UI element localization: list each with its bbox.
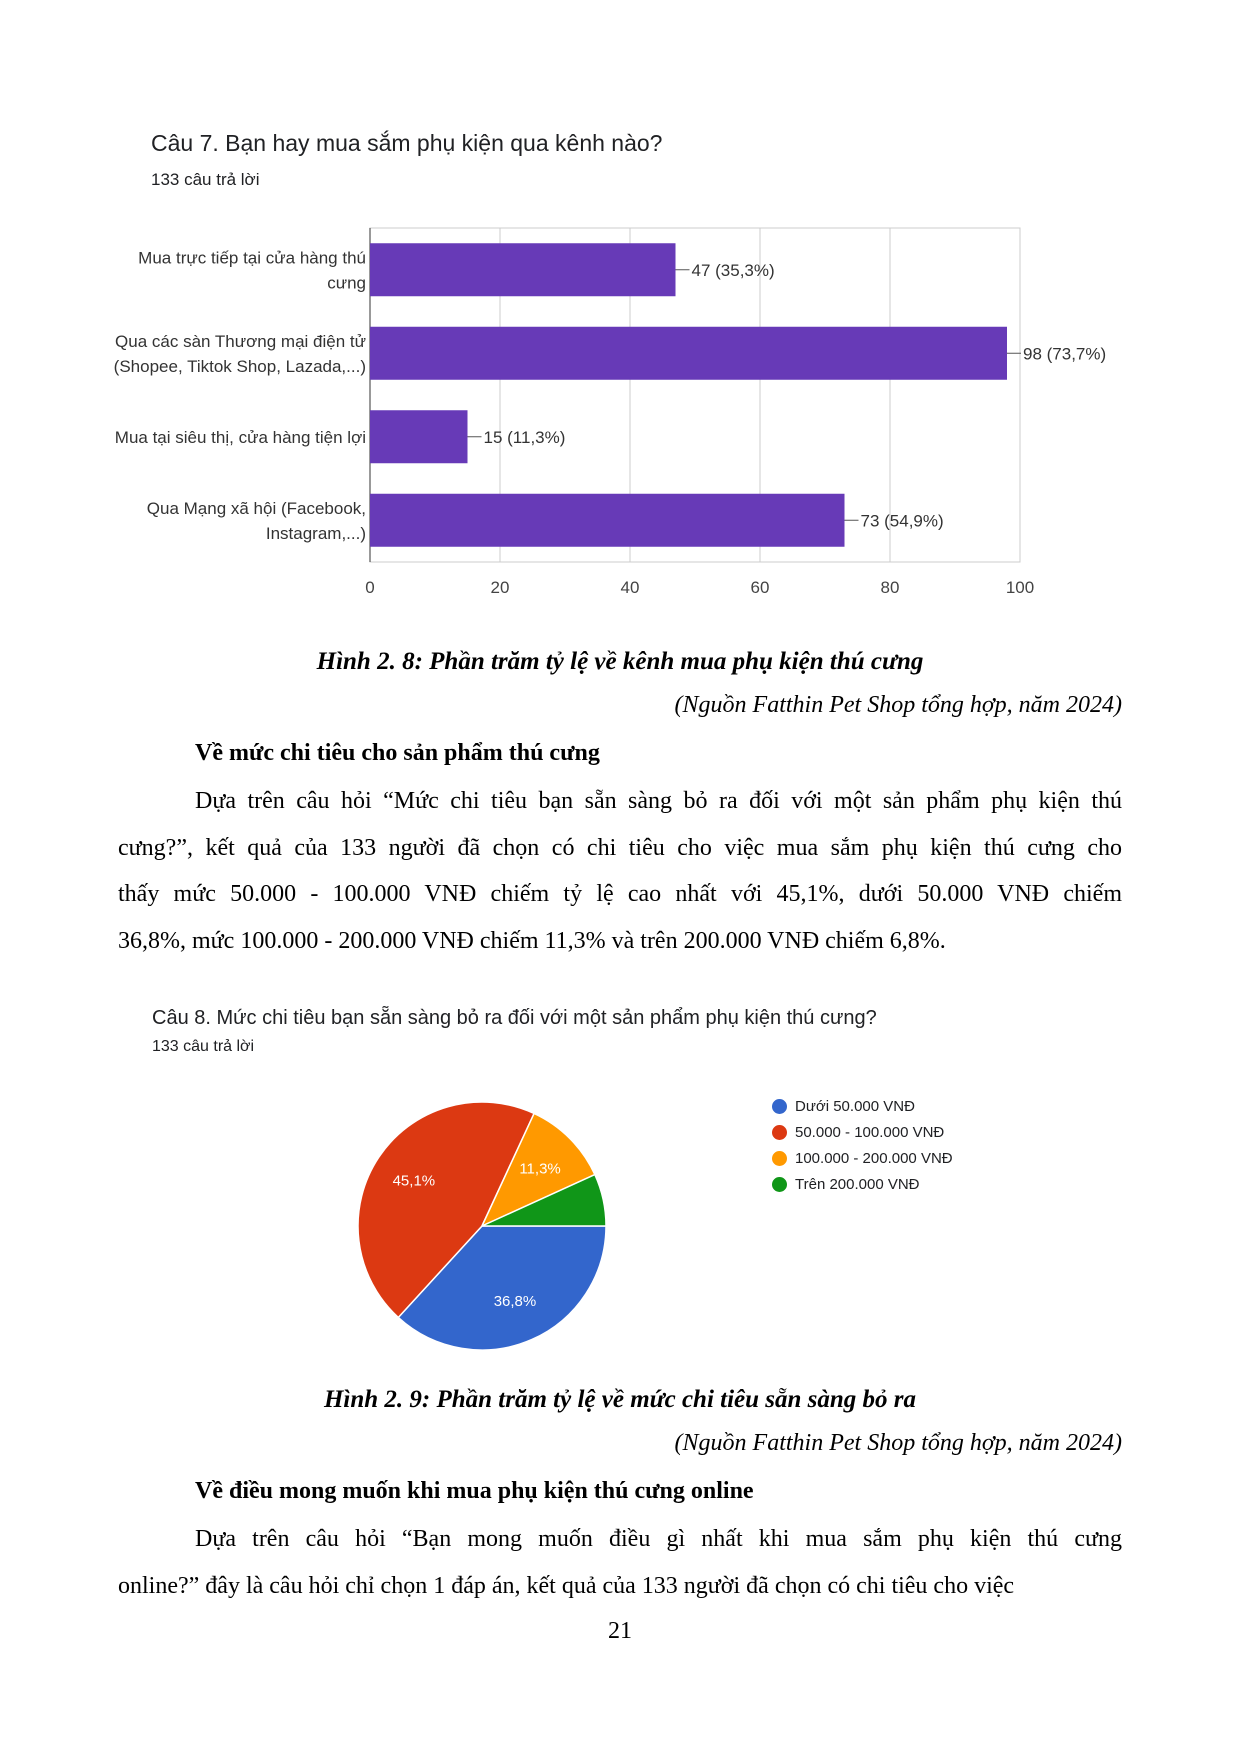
x-tick-label: 60 <box>751 578 770 597</box>
pie-slice <box>357 1101 536 1319</box>
pie-slice-label: 11,3% <box>519 1160 560 1177</box>
page-number: 21 <box>608 1618 632 1644</box>
legend-swatch <box>772 1099 787 1114</box>
pie-legend: Dưới 50.000 VNĐ 50.000 - 100.000 VNĐ 100.0… <box>772 1098 1072 1218</box>
paragraph-line: 36,8%, mức 100.000 - 200.000 VNĐ chiếm 1… <box>118 927 946 954</box>
bar <box>370 326 1007 380</box>
pie-chart: 36,8% 45,1% 11,3% <box>357 1101 607 1351</box>
legend-swatch <box>772 1125 787 1140</box>
data-label: 15 (11,3%) <box>484 428 566 447</box>
figure-source-2: (Nguồn Fatthin Pet Shop tổng hợp, năm 20… <box>674 1430 1122 1456</box>
category-label: Mua tại siêu thị, cửa hàng tiện lợi <box>115 428 366 447</box>
section-heading-1: Về mức chi tiêu cho sản phẩm thú cưng <box>195 740 600 766</box>
paragraph-line: thấy mức 50.000 - 100.000 VNĐ chiếm tỷ l… <box>118 881 1122 907</box>
bar <box>370 410 468 464</box>
legend-swatch <box>772 1151 787 1166</box>
paragraph-1: Dựa trên câu hỏi “Mức chi tiêu bạn sẵn s… <box>118 778 1122 964</box>
legend-label: Trên 200.000 VNĐ <box>795 1176 920 1193</box>
bar <box>370 493 845 547</box>
x-tick-label: 100 <box>1006 578 1034 597</box>
legend-item: Trên 200.000 VNĐ <box>772 1176 920 1193</box>
figure-caption-1: Hình 2. 8: Phần trăm tỷ lệ về kênh mua p… <box>316 648 924 675</box>
chart2-title: Câu 8. Mức chi tiêu bạn sẵn sàng bỏ ra đ… <box>152 1007 877 1029</box>
paragraph-line: Dựa trên câu hỏi “Bạn mong muốn điều gì … <box>195 1526 1122 1552</box>
category-label: Qua các sàn Thương mại điện tử <box>115 332 366 351</box>
chart1-subtitle: 133 câu trả lời <box>151 170 260 189</box>
legend-swatch <box>772 1177 787 1192</box>
legend-item: Dưới 50.000 VNĐ <box>772 1098 915 1115</box>
pie-slice <box>481 1173 607 1227</box>
figure-caption-2: Hình 2. 9: Phần trăm tỷ lệ về mức chi ti… <box>323 1386 917 1413</box>
chart2-subtitle: 133 câu trả lời <box>152 1038 255 1055</box>
category-label: Instagram,...) <box>266 524 366 543</box>
x-tick-label: 80 <box>881 578 900 597</box>
legend-label: 50.000 - 100.000 VNĐ <box>795 1124 945 1141</box>
data-label: 47 (35,3%) <box>692 261 775 280</box>
x-tick-label: 0 <box>365 578 374 597</box>
paragraph-2: Dựa trên câu hỏi “Bạn mong muốn điều gì … <box>118 1516 1122 1609</box>
legend-item: 100.000 - 200.000 VNĐ <box>772 1150 953 1167</box>
legend-label: 100.000 - 200.000 VNĐ <box>795 1150 953 1167</box>
pie-slice-label: 45,1% <box>393 1173 436 1190</box>
pie-slice <box>480 1112 596 1228</box>
figure-source-1: (Nguồn Fatthin Pet Shop tổng hợp, năm 20… <box>674 692 1122 718</box>
paragraph-line: online?” đây là câu hỏi chỉ chọn 1 đáp á… <box>118 1572 1015 1599</box>
bar-chart: 0 20 40 60 80 100 47 (35,3%) Mua trực tiếp tại … <box>114 227 1106 597</box>
category-label: Mua trực tiếp tại cửa hàng thú <box>138 248 366 267</box>
x-tick-label: 20 <box>491 578 510 597</box>
legend-item: 50.000 - 100.000 VNĐ <box>772 1124 944 1141</box>
chart1-title: Câu 7. Bạn hay mua sắm phụ kiện qua kênh… <box>151 130 663 156</box>
category-label: Qua Mạng xã hội (Facebook, <box>147 499 366 518</box>
category-label: (Shopee, Tiktok Shop, Lazada,...) <box>114 357 366 376</box>
x-tick-label: 40 <box>621 578 640 597</box>
paragraph-line: Dựa trên câu hỏi “Mức chi tiêu bạn sẵn s… <box>195 788 1122 814</box>
pie-slice <box>397 1225 607 1351</box>
data-label: 73 (54,9%) <box>861 511 944 530</box>
data-label: 98 (73,7%) <box>1023 344 1106 363</box>
bar <box>370 243 676 297</box>
paragraph-line: cưng?”, kết quả của 133 người đã chọn có… <box>118 834 1122 861</box>
pie-slice-label: 36,8% <box>494 1293 537 1310</box>
section-heading-2: Về điều mong muốn khi mua phụ kiện thú c… <box>195 1478 754 1504</box>
category-label: cưng <box>327 273 366 292</box>
legend-label: Dưới 50.000 VNĐ <box>795 1098 915 1115</box>
